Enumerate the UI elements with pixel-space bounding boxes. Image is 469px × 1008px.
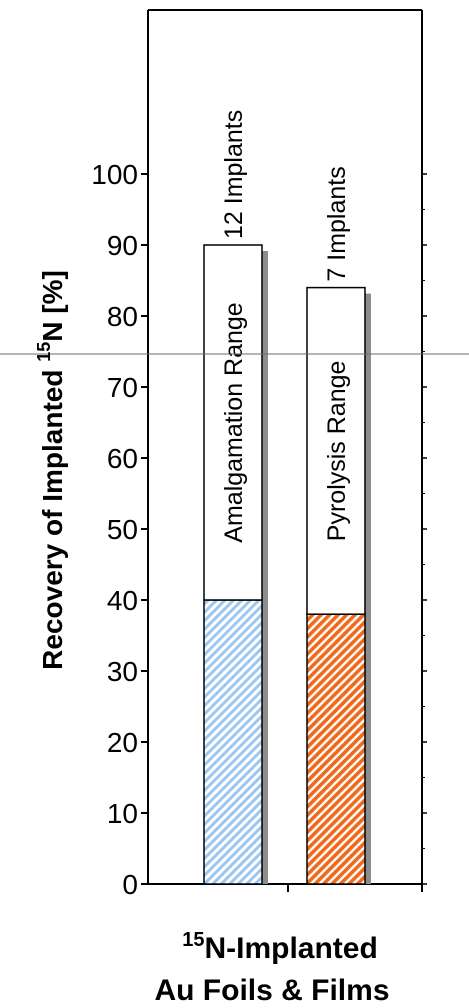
y-tick-label: 90 [107, 230, 138, 261]
bar-range-label: Pyrolysis Range [323, 361, 351, 542]
y-tick-label: 100 [91, 159, 138, 190]
y-tick-label: 60 [107, 443, 138, 474]
y-tick-label: 50 [107, 514, 138, 545]
bar-lower-segment [203, 599, 263, 885]
bar-lower-segment [306, 613, 366, 885]
y-tick-label: 30 [107, 656, 138, 687]
bar-range-segment [306, 286, 366, 615]
bar-range-label: Amalgamation Range [220, 302, 248, 542]
bar-count-label: 7 Implants [323, 166, 351, 281]
y-tick-label: 20 [107, 727, 138, 758]
bar-count-label: 12 Implants [220, 110, 248, 239]
x-axis-label-line2: Au Foils & Films [154, 974, 389, 1007]
y-axis-label-sup: 15 [34, 342, 54, 362]
x-axis-label-line1: 15N-Implanted [182, 929, 378, 965]
y-axis-label: Recovery of Implanted 15N [%] [34, 270, 68, 670]
y-tick-label: 70 [107, 372, 138, 403]
bar-range-segment [203, 244, 263, 601]
y-tick-label: 40 [107, 585, 138, 616]
y-tick-label: 80 [107, 301, 138, 332]
y-tick-label: 10 [107, 798, 138, 829]
y-tick-label: 0 [122, 869, 138, 900]
